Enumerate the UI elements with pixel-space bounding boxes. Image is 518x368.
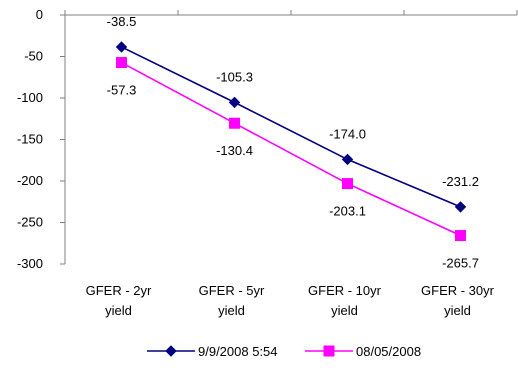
y-tick-label: -250: [17, 215, 43, 230]
legend-label: 08/05/2008: [356, 344, 421, 359]
y-tick-label: -300: [17, 256, 43, 271]
data-label: -231.2: [442, 174, 479, 189]
y-tick-label: -150: [17, 132, 43, 147]
data-label: -57.3: [107, 83, 137, 98]
data-label: -130.4: [216, 143, 253, 158]
x-category-label-line: yield: [331, 303, 358, 318]
data-labels-layer: -38.5 -105.3 -174.0 -231.2 -57.3 -130.4 -203.1…: [107, 14, 479, 271]
legend-marker: [165, 345, 177, 357]
data-point-marker: [228, 96, 241, 109]
y-tick-label: -100: [17, 90, 43, 105]
x-category-label-line: yield: [444, 303, 471, 318]
data-label: -265.7: [442, 256, 479, 271]
x-category-label-line: GFER - 10yr: [308, 283, 382, 298]
data-point-marker: [454, 201, 467, 213]
data-point-marker: [342, 178, 353, 190]
series-line-1: [121, 46, 461, 208]
x-category-label-line: GFER - 5yr: [199, 283, 265, 298]
data-point-marker: [115, 41, 128, 53]
data-point-marker: [341, 153, 354, 166]
y-tick-label: -50: [24, 49, 43, 64]
data-label: -105.3: [216, 69, 253, 84]
x-category-label: GFER - 30yr yield: [421, 283, 495, 318]
series-line-2: [121, 61, 461, 237]
data-label: -38.5: [107, 14, 137, 29]
data-point-marker: [116, 57, 127, 69]
x-category-label: GFER - 5yr yield: [199, 283, 265, 318]
x-category-label: GFER - 2yr yield: [86, 283, 152, 318]
x-category-label-line: yield: [105, 303, 132, 318]
x-category-label-line: GFER - 2yr: [86, 283, 152, 298]
legend-marker: [323, 345, 335, 357]
y-tick-label: -200: [17, 173, 43, 188]
legend-label: 9/9/2008 5:54: [198, 344, 278, 359]
data-point-marker: [229, 117, 240, 129]
x-category-label: GFER - 10yr yield: [308, 283, 382, 318]
y-tick-label: 0: [36, 7, 43, 22]
data-label: -203.1: [329, 204, 366, 219]
series-layer: [115, 41, 467, 242]
data-label: -174.0: [329, 126, 366, 141]
x-category-label-line: GFER - 30yr: [421, 283, 495, 298]
data-point-marker: [455, 230, 466, 242]
x-category-label-line: yield: [218, 303, 245, 318]
legend: 9/9/2008 5:54 08/05/2008: [147, 344, 421, 359]
